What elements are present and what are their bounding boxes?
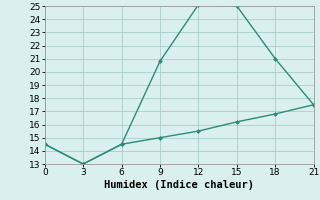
X-axis label: Humidex (Indice chaleur): Humidex (Indice chaleur) (104, 180, 254, 190)
